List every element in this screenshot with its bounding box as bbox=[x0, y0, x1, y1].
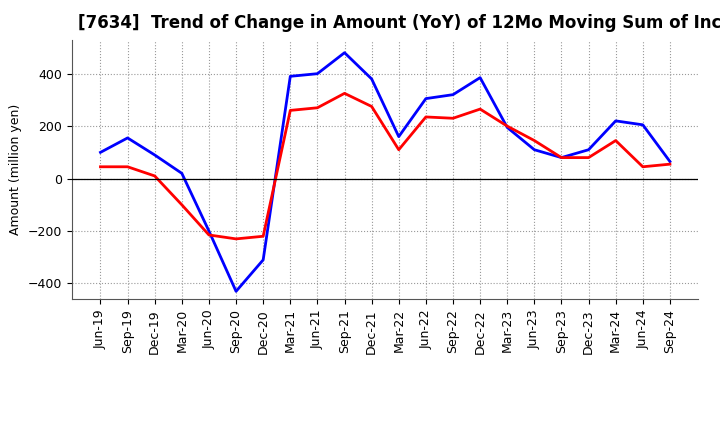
Net Income bbox=[584, 155, 593, 160]
Net Income bbox=[286, 108, 294, 113]
Net Income bbox=[204, 232, 213, 238]
Net Income bbox=[259, 234, 268, 239]
Ordinary Income bbox=[395, 134, 403, 139]
Y-axis label: Amount (million yen): Amount (million yen) bbox=[9, 104, 22, 235]
Ordinary Income bbox=[449, 92, 457, 97]
Ordinary Income bbox=[530, 147, 539, 152]
Net Income bbox=[421, 114, 430, 120]
Ordinary Income bbox=[584, 147, 593, 152]
Ordinary Income bbox=[96, 150, 105, 155]
Net Income bbox=[665, 161, 674, 167]
Line: Net Income: Net Income bbox=[101, 93, 670, 239]
Ordinary Income bbox=[286, 73, 294, 79]
Net Income bbox=[232, 236, 240, 242]
Net Income bbox=[639, 164, 647, 169]
Ordinary Income bbox=[341, 50, 349, 55]
Ordinary Income bbox=[611, 118, 620, 124]
Ordinary Income bbox=[421, 96, 430, 101]
Net Income bbox=[367, 104, 376, 109]
Net Income bbox=[530, 138, 539, 143]
Text: [7634]  Trend of Change in Amount (YoY) of 12Mo Moving Sum of Incomes: [7634] Trend of Change in Amount (YoY) o… bbox=[78, 15, 720, 33]
Ordinary Income bbox=[259, 257, 268, 263]
Net Income bbox=[341, 91, 349, 96]
Ordinary Income bbox=[313, 71, 322, 76]
Line: Ordinary Income: Ordinary Income bbox=[101, 53, 670, 291]
Net Income bbox=[395, 147, 403, 152]
Net Income bbox=[557, 155, 566, 160]
Ordinary Income bbox=[557, 155, 566, 160]
Net Income bbox=[123, 164, 132, 169]
Net Income bbox=[449, 116, 457, 121]
Ordinary Income bbox=[665, 159, 674, 164]
Net Income bbox=[150, 173, 159, 179]
Net Income bbox=[96, 164, 105, 169]
Net Income bbox=[611, 138, 620, 143]
Ordinary Income bbox=[367, 76, 376, 81]
Net Income bbox=[503, 124, 511, 129]
Ordinary Income bbox=[476, 75, 485, 80]
Ordinary Income bbox=[639, 122, 647, 128]
Ordinary Income bbox=[123, 135, 132, 140]
Ordinary Income bbox=[178, 171, 186, 176]
Net Income bbox=[178, 202, 186, 207]
Ordinary Income bbox=[503, 125, 511, 130]
Ordinary Income bbox=[232, 289, 240, 294]
Net Income bbox=[476, 106, 485, 112]
Net Income bbox=[313, 105, 322, 110]
Ordinary Income bbox=[204, 228, 213, 234]
Ordinary Income bbox=[150, 152, 159, 158]
